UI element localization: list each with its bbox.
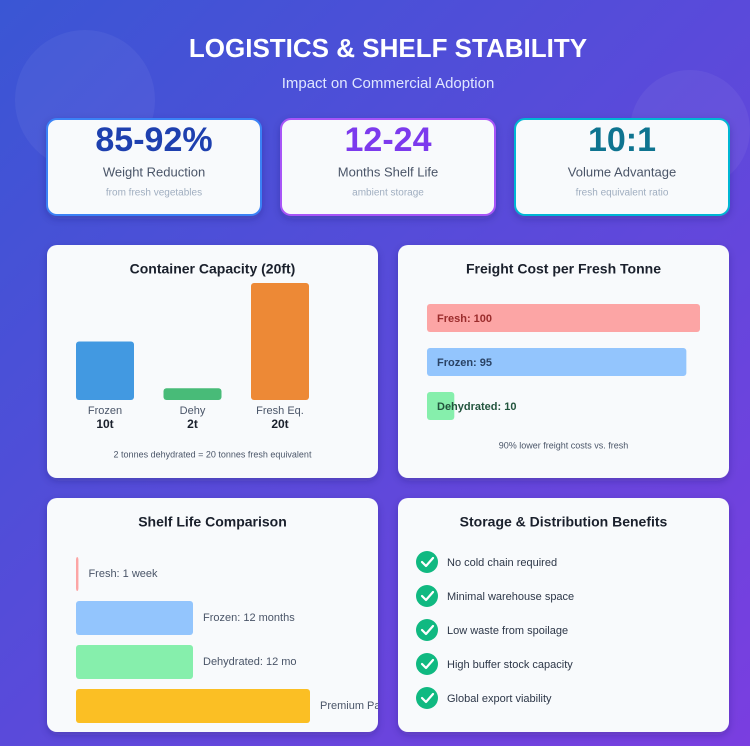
check-icon <box>416 551 438 573</box>
check-icon <box>416 619 438 641</box>
category-label: Frozen <box>88 405 122 417</box>
stat-label: Volume Advantage <box>568 164 676 179</box>
check-mark <box>420 692 435 704</box>
panel-title: Storage & Distribution Benefits <box>460 514 668 530</box>
value-label: Fresh: 100 <box>437 313 492 325</box>
panel: Storage & Distribution Benefits No cold c… <box>398 498 729 732</box>
stat-card-box <box>514 118 730 216</box>
stat-label: Months Shelf Life <box>338 164 438 179</box>
value-label: 2t <box>187 417 198 431</box>
stat-note: fresh equivalent ratio <box>576 188 669 199</box>
value-label: 10t <box>96 417 113 431</box>
page-subtitle: Impact on Commercial Adoption <box>282 75 495 92</box>
bar <box>76 557 79 591</box>
check-mark <box>420 624 435 636</box>
check-mark <box>420 590 435 602</box>
stat-card: 10:1 Volume Advantage fresh equivalent rat… <box>514 118 730 216</box>
value-label: Premium Pack <box>320 700 392 712</box>
stat-value: 10:1 <box>588 121 656 159</box>
value-label: Fresh: 1 week <box>88 568 158 580</box>
stat-card-box <box>46 118 262 216</box>
stat-value: 85-92% <box>95 121 212 159</box>
stat-note: from fresh vegetables <box>106 188 202 199</box>
stat-value: 12-24 <box>345 121 432 159</box>
category-label: Dehy <box>180 405 206 417</box>
benefit-item: High buffer stock capacity <box>447 659 573 671</box>
bar <box>427 348 687 376</box>
stat-note: ambient storage <box>352 188 424 199</box>
chart-note: 90% lower freight costs vs. fresh <box>499 440 629 450</box>
check-icon <box>416 585 438 607</box>
value-label: 20t <box>271 417 288 431</box>
bar <box>163 388 222 400</box>
category-label: Fresh Eq. <box>256 405 304 417</box>
chart-note: 2 tonnes dehydrated = 20 tonnes fresh eq… <box>114 449 312 459</box>
bar <box>427 392 455 420</box>
value-label: Frozen: 95 <box>437 357 492 369</box>
value-label: Frozen: 12 months <box>203 612 295 624</box>
bar <box>76 645 193 679</box>
panel-content: Fresh: 1 week Frozen: 12 months Dehydrated… <box>76 557 392 723</box>
bar <box>76 689 310 723</box>
bar <box>76 341 134 400</box>
panel: Shelf Life Comparison Fresh: 1 week Frozen… <box>47 498 392 732</box>
value-label: Dehydrated: 10 <box>437 401 516 413</box>
bar <box>427 304 700 332</box>
bar <box>76 601 193 635</box>
value-label: Dehydrated: 12 mo <box>203 656 297 668</box>
page-title: LOGISTICS & SHELF STABILITY <box>189 33 587 63</box>
benefit-item: Low waste from spoilage <box>447 625 568 637</box>
check-mark <box>420 658 435 670</box>
panel-box <box>398 498 729 732</box>
stat-label: Weight Reduction <box>103 164 205 179</box>
benefit-item: Minimal warehouse space <box>447 591 574 603</box>
panel-title: Freight Cost per Fresh Tonne <box>466 261 661 277</box>
stat-card: 85-92% Weight Reduction from fresh vegetab… <box>46 118 262 216</box>
panel-content: No cold chain required Minimal warehouse … <box>416 551 574 709</box>
check-icon <box>416 653 438 675</box>
check-icon <box>416 687 438 709</box>
bar <box>251 283 309 400</box>
benefit-item: No cold chain required <box>447 557 557 569</box>
benefit-item: Global export viability <box>447 693 552 705</box>
panel-title: Shelf Life Comparison <box>138 514 287 530</box>
panel-title: Container Capacity (20ft) <box>130 261 296 277</box>
panel-content: Fresh: 100 Frozen: 95 Dehydrated: 10 90% lo… <box>427 304 700 450</box>
stat-card-box <box>280 118 496 216</box>
stat-card: 12-24 Months Shelf Life ambient storage <box>280 118 496 216</box>
check-mark <box>420 556 435 568</box>
